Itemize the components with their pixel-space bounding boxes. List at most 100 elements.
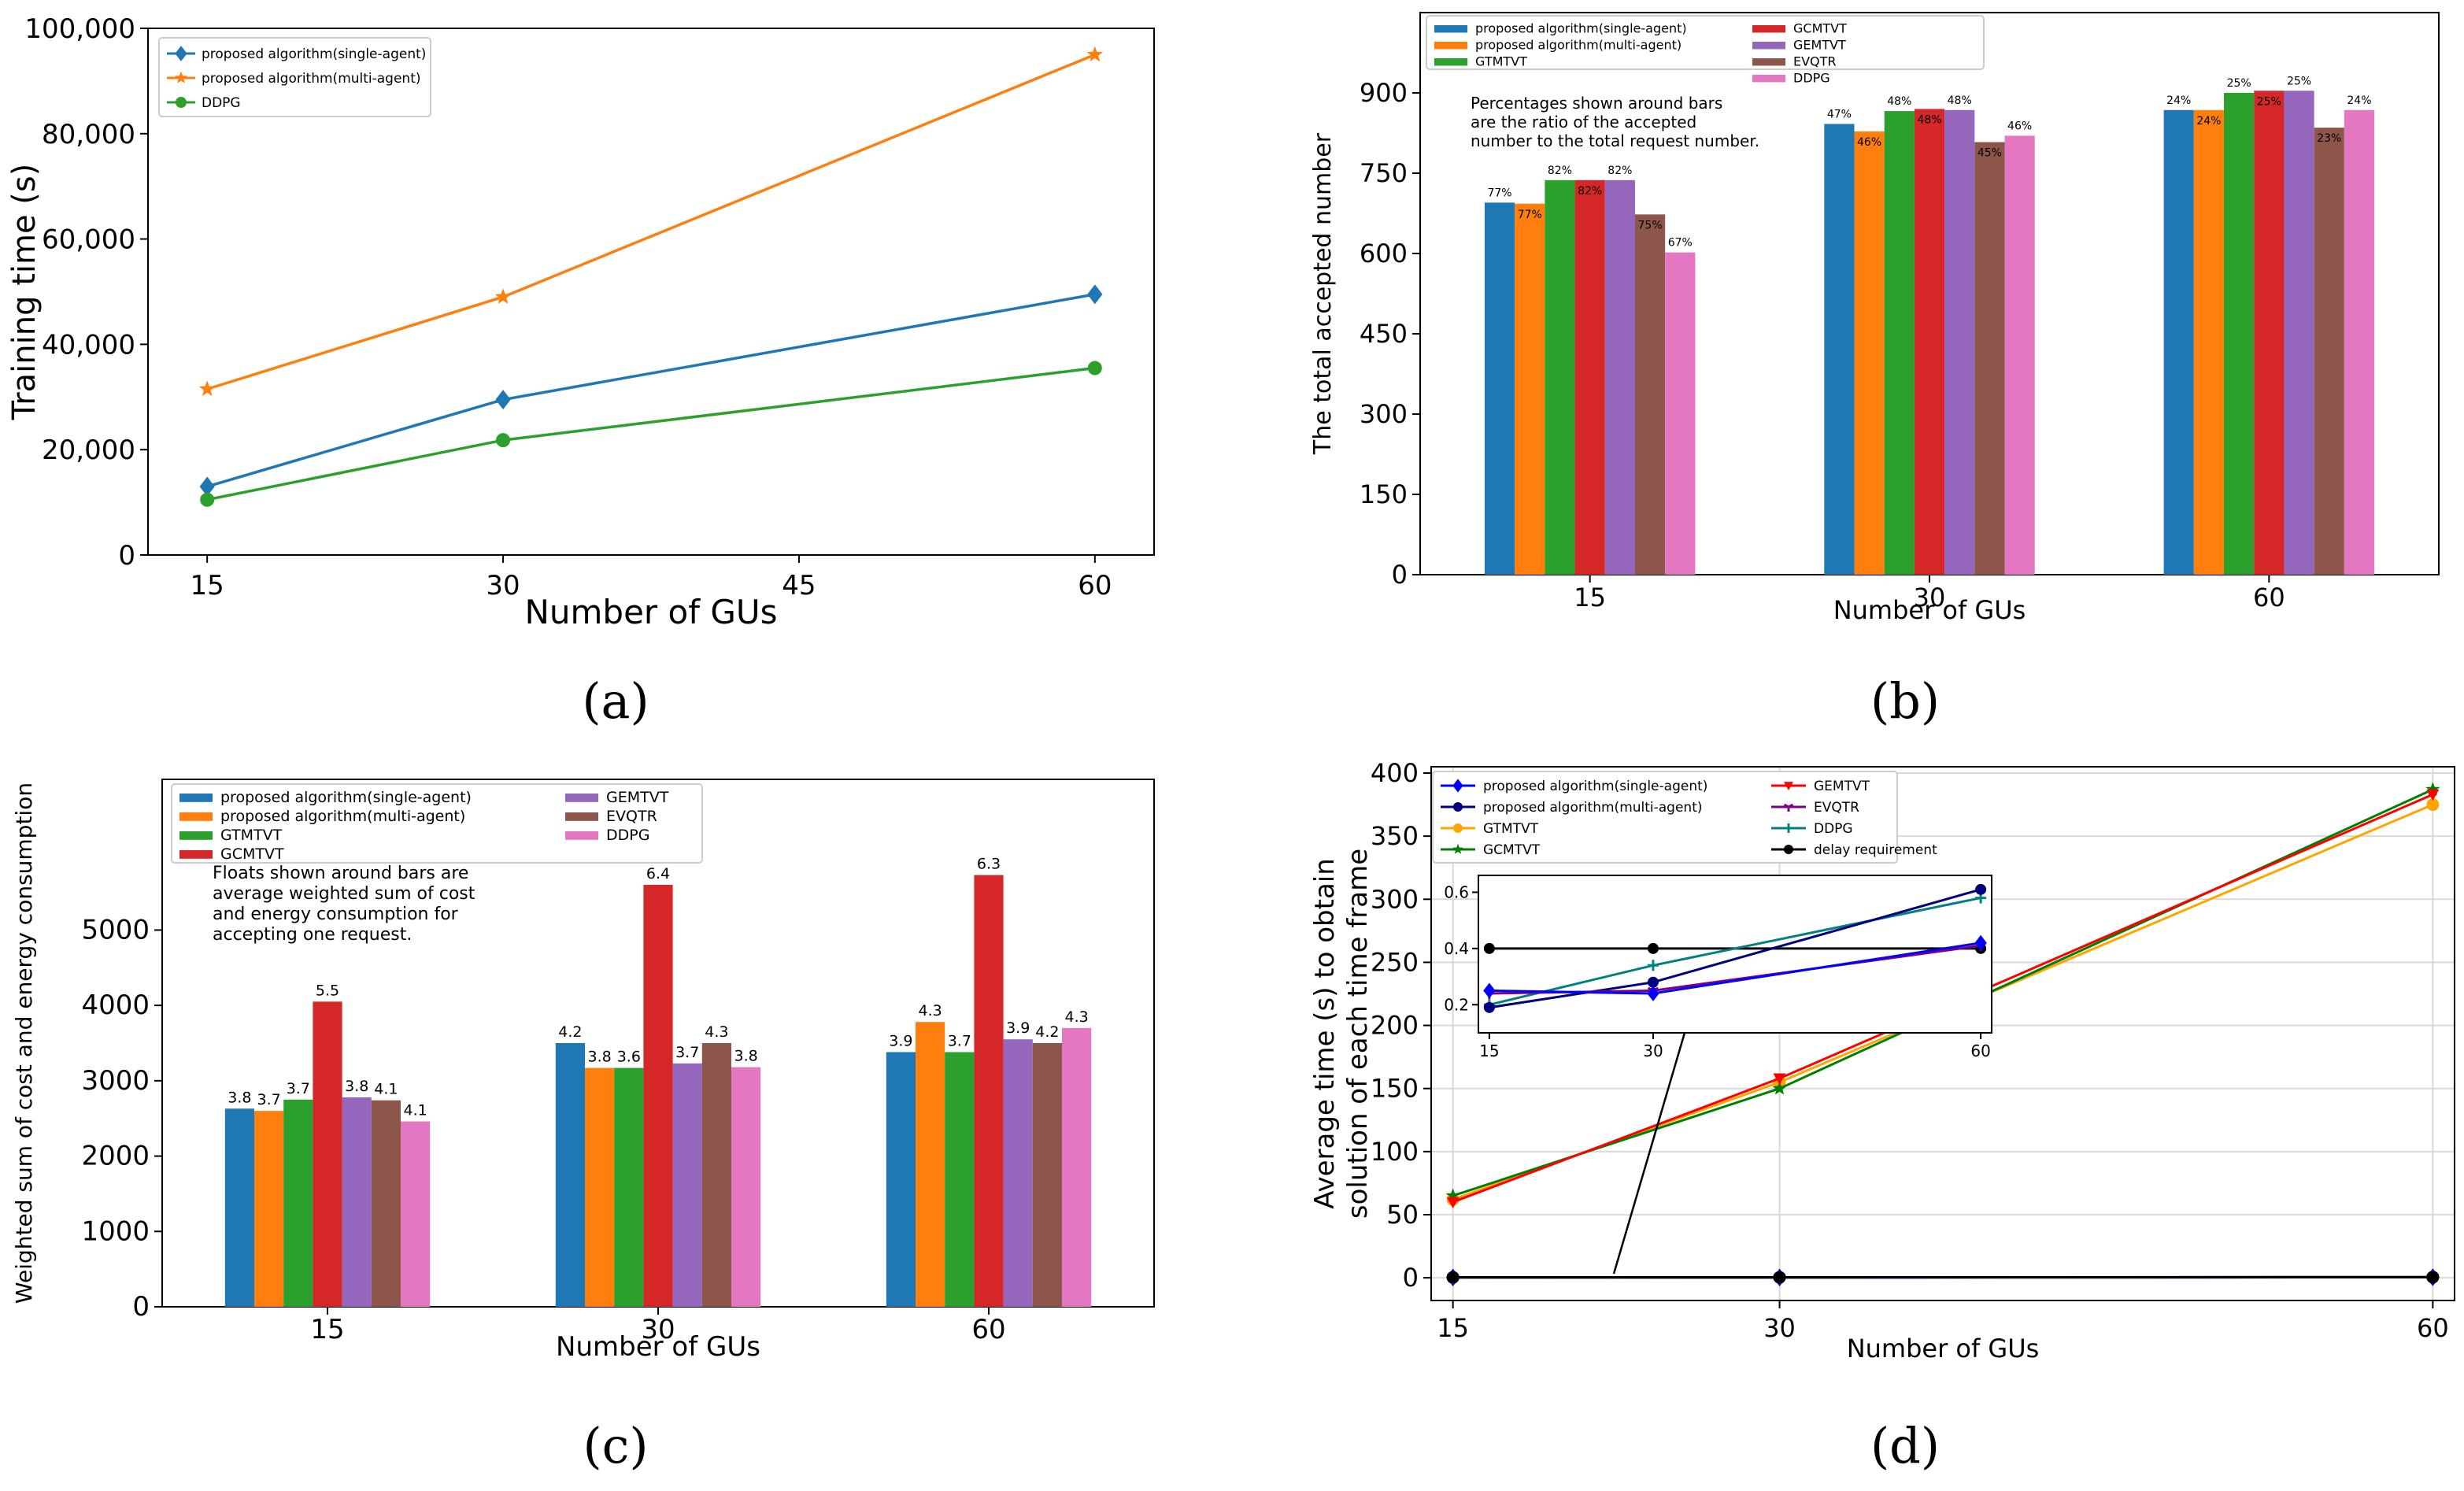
inset-data-point	[1648, 943, 1659, 954]
y-tick-label: 450	[1360, 319, 1408, 349]
legend-label: GCMTVT	[1483, 842, 1541, 858]
y-axis-label: The total accepted number	[1309, 132, 1337, 455]
bar-data-label: 48%	[1948, 94, 1972, 107]
y-tick-label: 0	[132, 1291, 150, 1323]
bar-gtmtvt	[1885, 111, 1915, 575]
legend-marker	[1784, 845, 1793, 854]
bar-proposed-algorithm-single-agent	[225, 1108, 254, 1307]
bar-data-label: 24%	[2196, 115, 2221, 128]
bar-gemtvt	[1605, 180, 1635, 575]
bar-data-label: 48%	[1917, 113, 1941, 126]
bar-evqtr	[1033, 1043, 1062, 1307]
x-tick-label: 60	[971, 1314, 1005, 1345]
y-tick-label: 60,000	[42, 224, 135, 256]
y-tick-label: 2000	[81, 1141, 150, 1172]
bar-data-label: 25%	[2227, 77, 2251, 90]
bar-data-label: 4.3	[918, 1002, 942, 1019]
bar-proposed-algorithm-single-agent	[1485, 202, 1515, 575]
bar-gcmtvt	[2254, 91, 2284, 575]
bar-data-label: 47%	[1827, 108, 1852, 120]
data-point	[199, 381, 216, 397]
legend-label: GTMTVT	[220, 827, 283, 844]
legend-swatch	[565, 794, 598, 802]
bar-data-label: 24%	[2347, 94, 2371, 107]
bar-gcmtvt	[1915, 109, 1944, 575]
y-tick-label: 0	[1403, 1263, 1419, 1293]
panel-label-a: (a)	[582, 672, 649, 730]
bar-gcmtvt	[1575, 180, 1605, 575]
y-tick-label: 50	[1386, 1200, 1419, 1230]
bar-data-label: 4.1	[374, 1081, 398, 1098]
bar-data-label: 3.8	[345, 1078, 368, 1095]
bar-data-label: 3.6	[617, 1049, 641, 1066]
bar-gtmtvt	[283, 1100, 313, 1307]
y-tick-label: 250	[1371, 947, 1419, 977]
y-tick-label: 100	[1371, 1137, 1419, 1167]
data-point	[496, 390, 510, 409]
annotation-text: Floats shown around bars are	[213, 864, 468, 883]
bar-proposed-algorithm-multi-agent	[2194, 110, 2224, 575]
annotation-text: Percentages shown around bars	[1471, 94, 1722, 113]
bar-ddpg	[1062, 1028, 1091, 1307]
bar-gemtvt	[2284, 91, 2314, 575]
legend-label: DDPG	[1814, 821, 1853, 837]
y-tick-label: 3000	[81, 1065, 150, 1097]
bar-data-label: 3.8	[734, 1048, 757, 1065]
bar-data-label: 45%	[1977, 147, 2002, 160]
legend-label: proposed algorithm(multi-agent)	[202, 71, 421, 87]
data-point	[495, 288, 512, 304]
bar-data-label: 4.3	[705, 1023, 728, 1041]
inset-y-tick-label: 0.6	[1444, 882, 1469, 901]
x-axis-label: Number of GUs	[556, 1331, 760, 1363]
bar-gcmtvt	[643, 885, 672, 1307]
inset-connector-line	[1614, 1033, 1685, 1274]
bar-proposed-algorithm-single-agent	[556, 1043, 585, 1307]
panel-label-d: (d)	[1870, 1417, 1940, 1474]
inset-x-tick-label: 30	[1643, 1041, 1663, 1060]
panel-b: 01503004506007509001577%77%82%82%82%75%6…	[1309, 13, 2439, 625]
legend-label: delay requirement	[1814, 842, 1937, 858]
data-point	[1088, 361, 1102, 376]
data-point	[1087, 46, 1104, 61]
x-axis-label: Number of GUs	[1833, 595, 2026, 625]
legend-label: proposed algorithm(single-agent)	[1475, 20, 1687, 35]
bar-data-label: 3.9	[889, 1032, 912, 1049]
y-tick-label: 5000	[81, 914, 150, 945]
y-tick-label: 600	[1360, 239, 1408, 268]
bar-data-label: 67%	[1668, 237, 1693, 250]
bar-data-label: 46%	[2007, 120, 2032, 132]
legend-label: GCMTVT	[1793, 20, 1847, 35]
inset-y-tick-label: 0.2	[1444, 995, 1469, 1014]
data-point	[1774, 1271, 1786, 1284]
legend-swatch	[1434, 58, 1467, 65]
bar-gtmtvt	[945, 1052, 974, 1307]
annotation-text: accepting one request.	[213, 925, 412, 945]
series-line-ddpg	[207, 368, 1095, 500]
bar-data-label: 4.2	[1035, 1023, 1059, 1041]
y-tick-label: 350	[1371, 821, 1419, 851]
bar-gemtvt	[673, 1064, 702, 1307]
data-point	[2426, 1271, 2439, 1284]
bar-gtmtvt	[1545, 180, 1574, 575]
bar-data-label: 3.7	[948, 1032, 971, 1049]
bar-data-label: 23%	[2317, 132, 2341, 145]
bar-proposed-algorithm-multi-agent	[1515, 204, 1545, 575]
legend-label: GTMTVT	[1475, 54, 1527, 68]
bar-evqtr	[1635, 214, 1665, 575]
bar-ddpg	[1665, 253, 1695, 575]
annotation-text: number to the total request number.	[1471, 131, 1759, 150]
bar-data-label: 3.8	[587, 1049, 611, 1066]
bar-data-label: 25%	[2257, 95, 2281, 108]
bar-data-label: 3.9	[1006, 1019, 1030, 1037]
annotation-text: and energy consumption for	[213, 905, 459, 924]
legend-marker	[1453, 802, 1463, 812]
legend-swatch	[179, 794, 213, 802]
bar-data-label: 82%	[1548, 165, 1572, 177]
inset-x-tick-label: 60	[1970, 1041, 1990, 1060]
bar-data-label: 24%	[2166, 94, 2191, 107]
legend-label: GTMTVT	[1483, 821, 1539, 837]
y-axis-label-line-1: Average time (s) to obtain	[1309, 858, 1341, 1209]
x-tick-label: 30	[486, 570, 520, 601]
